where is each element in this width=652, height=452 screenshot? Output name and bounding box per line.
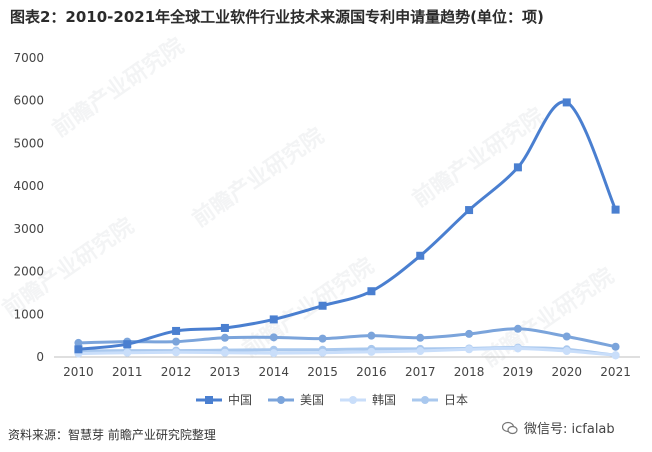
- data-point: [318, 348, 327, 357]
- data-point: [416, 251, 425, 260]
- y-tick-label: 5000: [13, 136, 44, 150]
- x-tick-label: 2018: [454, 365, 485, 379]
- legend-marker: [349, 396, 357, 404]
- x-tick-label: 2020: [551, 365, 582, 379]
- x-tick-label: 2011: [112, 365, 143, 379]
- source-note: 资料来源：智慧芽 前瞻产业研究院整理: [8, 428, 216, 442]
- data-point: [611, 351, 620, 360]
- series-line-2: [78, 346, 616, 357]
- data-point: [318, 334, 327, 343]
- data-point: [367, 287, 376, 296]
- data-point: [172, 326, 181, 335]
- data-point: [172, 337, 181, 346]
- data-point: [220, 323, 229, 332]
- legend-label: 美国: [300, 393, 324, 407]
- series-line-1: [78, 327, 616, 349]
- data-point: [611, 342, 620, 351]
- legend-marker: [421, 396, 429, 404]
- data-point: [416, 333, 425, 342]
- x-tick-label: 2013: [210, 365, 241, 379]
- data-point: [367, 347, 376, 356]
- data-point: [465, 345, 474, 354]
- data-point: [269, 315, 278, 324]
- x-tick-label: 2019: [503, 365, 534, 379]
- data-point: [269, 349, 278, 358]
- x-tick-label: 2021: [600, 365, 631, 379]
- x-tick-label: 2017: [405, 365, 436, 379]
- legend-label: 日本: [444, 393, 468, 407]
- legend-marker: [205, 396, 213, 404]
- data-point: [513, 344, 522, 353]
- data-point: [269, 333, 278, 342]
- x-tick-label: 2016: [356, 365, 387, 379]
- wechat-id: 微信号: icfalab: [502, 418, 615, 437]
- wechat-label: 微信号: icfalab: [524, 422, 615, 437]
- data-point: [172, 348, 181, 357]
- data-point: [220, 348, 229, 357]
- data-point: [562, 98, 571, 107]
- data-point: [367, 331, 376, 340]
- y-tick-label: 2000: [13, 265, 44, 279]
- y-tick-label: 3000: [13, 222, 44, 236]
- y-tick-label: 1000: [13, 307, 44, 321]
- x-tick-label: 2014: [258, 365, 289, 379]
- data-point: [416, 347, 425, 356]
- y-tick-label: 4000: [13, 179, 44, 193]
- data-point: [611, 205, 620, 214]
- legend-label: 韩国: [372, 392, 396, 407]
- y-tick-label: 6000: [13, 94, 44, 108]
- data-point: [74, 338, 83, 347]
- wechat-icon: [502, 421, 518, 434]
- data-point: [123, 340, 132, 349]
- data-point: [74, 345, 83, 354]
- data-point: [562, 332, 571, 341]
- x-tick-label: 2012: [161, 365, 192, 379]
- data-point: [465, 329, 474, 338]
- x-tick-label: 2015: [307, 365, 338, 379]
- data-point: [465, 206, 474, 215]
- y-tick-label: 7000: [13, 51, 44, 65]
- data-point: [513, 163, 522, 172]
- data-point: [513, 324, 522, 333]
- data-point: [318, 301, 327, 310]
- y-tick-label: 0: [36, 350, 44, 364]
- data-point: [123, 348, 132, 357]
- legend-label: 中国: [228, 392, 252, 407]
- data-point: [220, 333, 229, 342]
- series-line-0: [78, 100, 617, 351]
- chart-title: 图表2：2010-2021年全球工业软件行业技术来源国专利申请量趋势(单位：项): [10, 8, 544, 26]
- data-point: [562, 347, 571, 356]
- legend-marker: [277, 396, 285, 404]
- x-tick-label: 2010: [63, 365, 94, 379]
